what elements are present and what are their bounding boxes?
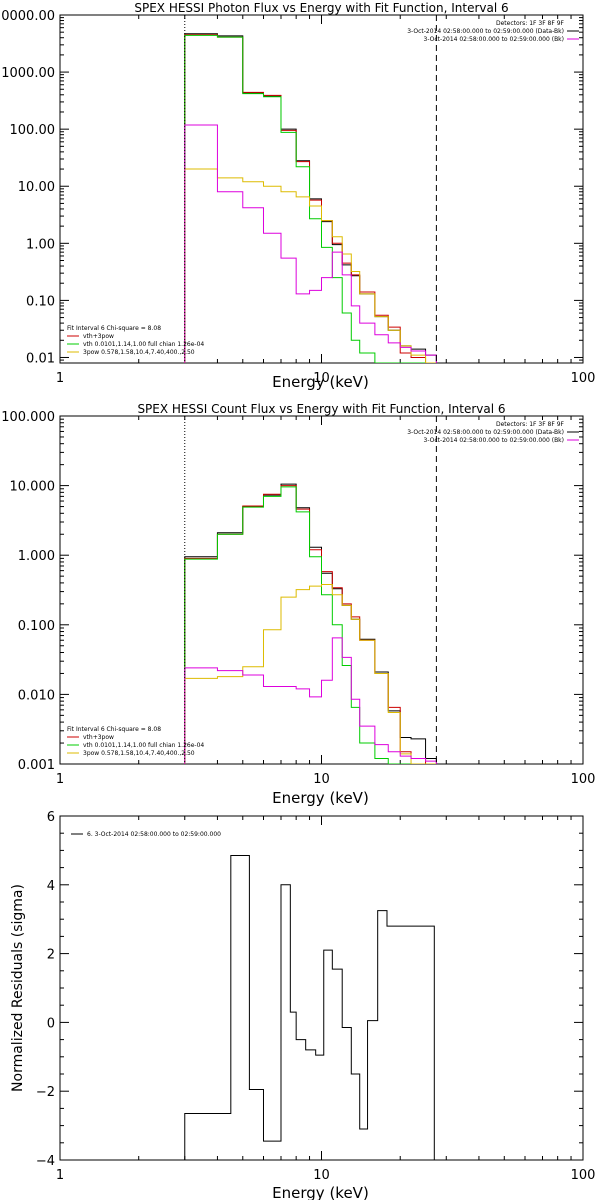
plot-area xyxy=(184,416,437,764)
series-3pow-line xyxy=(184,168,437,363)
legend-header: Fit Interval 6 Chi-square = 8.08 xyxy=(67,325,161,332)
x-tick-label: 1 xyxy=(56,772,64,787)
y-tick-label: 1.00 xyxy=(26,237,55,252)
legend-entry-label: 6. 3-Oct-2014 02:58:00.000 to 02:59:00.0… xyxy=(87,831,221,838)
y-tick-label: 0 xyxy=(47,1016,55,1031)
legend-entry-label: vth 0.0101,1.14,1.00 full chian 1.26e-04 xyxy=(83,742,204,749)
chart-3: 1 10 100 −4 −2 0 2 4 6 Energy (keV) Normalized Res… xyxy=(10,810,595,1200)
legend-entry-label: 3pow 0.578,1.58,10.4,7.40,400.,2.50 xyxy=(83,349,195,356)
legend-entry-label: vth+3pow xyxy=(83,734,114,741)
legend-right: Detectors: 1F 3F 8F 9F3-Oct-2014 02:58:0… xyxy=(407,20,579,43)
x-minor-ticks xyxy=(138,816,572,1160)
plot-area xyxy=(184,15,437,363)
x-tick-label: 100 xyxy=(571,772,596,787)
y-tick-label: 100.00 xyxy=(10,123,56,138)
y-minor-ticks xyxy=(60,17,583,361)
legend-header: Fit Interval 6 Chi-square = 8.08 xyxy=(67,726,161,733)
series-residuals-line xyxy=(184,855,435,1160)
y-tick-label: 0.100 xyxy=(18,619,55,634)
x-tick-label: 1 xyxy=(56,371,64,386)
y-tick-label: 100.000 xyxy=(1,410,55,425)
legend-entry-label: 3-Oct-2014 02:58:00.000 to 02:59:00.000 … xyxy=(424,36,565,43)
series-bk-line xyxy=(184,637,437,764)
series-vth-line xyxy=(184,486,437,764)
x-axis-label: Energy (keV) xyxy=(272,789,369,807)
series-vth-line xyxy=(184,34,437,363)
x-tick-label: 10 xyxy=(313,1168,330,1183)
legend-right: Detectors: 1F 3F 8F 9F3-Oct-2014 02:58:0… xyxy=(407,421,579,444)
y-tick-label: 0.010 xyxy=(18,688,55,703)
chart-title: SPEX HESSI Count Flux vs Energy with Fit… xyxy=(137,402,505,416)
legend-left: Fit Interval 6 Chi-square = 8.08vth+3pow… xyxy=(67,325,204,356)
x-tick-label: 100 xyxy=(571,1168,596,1183)
chart-1: SPEX HESSI Photon Flux vs Energy with Fi… xyxy=(1,1,595,391)
legend-header: Detectors: 1F 3F 8F 9F xyxy=(496,421,565,428)
x-minor-ticks xyxy=(138,416,572,764)
y-tick-label: 0.01 xyxy=(26,351,55,366)
legend-left: Fit Interval 6 Chi-square = 8.08vth+3pow… xyxy=(67,726,204,757)
chart-2: SPEX HESSI Count Flux vs Energy with Fit… xyxy=(1,402,595,807)
y-tick-label: 1.000 xyxy=(18,549,55,564)
x-axis-label: Energy (keV) xyxy=(272,1184,369,1200)
x-axis-label: Energy (keV) xyxy=(272,373,369,391)
y-tick-label: 4 xyxy=(47,879,55,894)
series-3pow-line xyxy=(184,583,437,764)
y-tick-label: 10.00 xyxy=(18,180,55,195)
y-tick-label: −2 xyxy=(36,1085,55,1100)
series-data-bk-line xyxy=(184,33,437,363)
legend-entry-label: 3pow 0.578,1.58,10.4,7.40,400.,2.50 xyxy=(83,750,195,757)
legend-entry-label: vth 0.0101,1.14,1.00 full chian 1.26e-04 xyxy=(83,341,204,348)
legend-entry-label: 3-Oct-2014 02:58:00.000 to 02:59:00.000 … xyxy=(424,437,565,444)
y-tick-label: 0000.00 xyxy=(1,9,55,24)
y-tick-label: 10.000 xyxy=(10,480,56,495)
plot-frame xyxy=(59,815,584,1161)
legend-entry-label: vth+3pow xyxy=(83,333,114,340)
y-minor-ticks xyxy=(60,418,583,744)
legend-entry-label: 3-Oct-2014 02:58:00.000 to 02:59:00.000 … xyxy=(407,28,564,35)
plot-frame xyxy=(59,14,584,364)
chart-title: SPEX HESSI Photon Flux vs Energy with Fi… xyxy=(134,1,508,15)
y-tick-label: 2 xyxy=(47,948,55,963)
plot-area xyxy=(184,855,435,1160)
x-tick-label: 1 xyxy=(56,1168,64,1183)
legend-header: Detectors: 1F 3F 8F 9F xyxy=(496,20,565,27)
series-data-bk-line xyxy=(184,483,437,764)
series-bk-line xyxy=(184,124,437,363)
y-minor-ticks xyxy=(60,832,583,1144)
y-tick-label: −4 xyxy=(36,1154,55,1169)
series-vth-3pow-line xyxy=(184,485,437,764)
y-tick-label: 6 xyxy=(47,810,55,825)
y-tick-label: 1000.00 xyxy=(1,66,55,81)
y-tick-label: 0.10 xyxy=(26,294,55,309)
x-tick-label: 10 xyxy=(313,371,330,386)
x-minor-ticks xyxy=(138,15,572,363)
x-tick-label: 100 xyxy=(571,371,596,386)
x-tick-label: 10 xyxy=(313,772,330,787)
legend-entry-label: 3-Oct-2014 02:58:00.000 to 02:59:00.000 … xyxy=(407,429,564,436)
legend-left: 6. 3-Oct-2014 02:58:00.000 to 02:59:00.0… xyxy=(71,831,221,838)
y-tick-label: 0.001 xyxy=(18,758,55,773)
y-axis-label: Normalized Residuals (sigma) xyxy=(10,884,26,1092)
